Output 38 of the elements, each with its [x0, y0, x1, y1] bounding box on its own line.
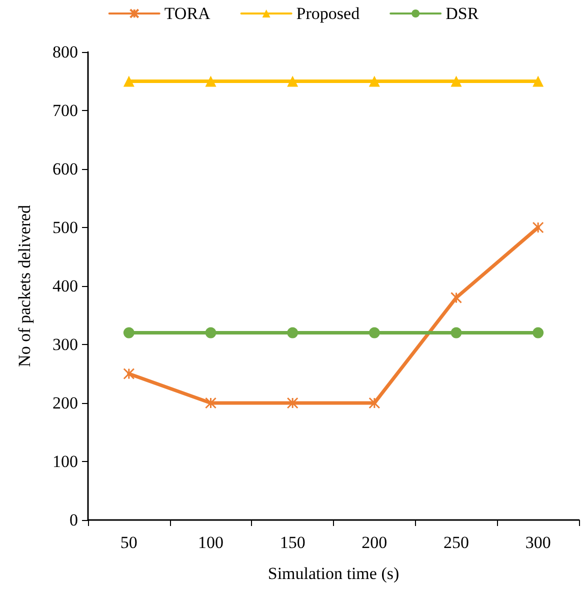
x-tick-label: 150	[280, 533, 306, 552]
y-tick-label: 800	[52, 42, 78, 62]
point	[123, 368, 135, 380]
x-tick-label: 250	[444, 533, 469, 552]
x-axis-title: Simulation time (s)	[268, 564, 400, 583]
point	[205, 327, 216, 338]
point	[123, 327, 134, 338]
point	[450, 327, 462, 338]
x-tick-label: 200	[362, 533, 388, 552]
point	[205, 76, 216, 87]
point	[532, 327, 544, 338]
legend-label: DSR	[446, 4, 480, 23]
legend-label: TORA	[164, 4, 212, 23]
point	[123, 76, 134, 87]
y-tick-label: 200	[52, 394, 78, 412]
y-axis-title: No of packets delivered	[15, 204, 34, 367]
point	[368, 327, 380, 338]
point	[450, 292, 462, 304]
x-tick-label: 50	[120, 533, 138, 552]
point	[287, 76, 298, 87]
point	[368, 397, 380, 409]
point	[205, 397, 216, 409]
legend-label: Proposed	[296, 4, 360, 23]
point	[368, 76, 380, 87]
y-tick-label: 600	[52, 160, 78, 178]
point	[286, 397, 298, 409]
x-tick-label: 300	[525, 533, 551, 552]
y-tick-label: 700	[52, 101, 78, 120]
x-tick-label: 100	[198, 533, 224, 552]
y-tick-label: 400	[52, 276, 78, 296]
point	[532, 222, 544, 234]
y-tick-label: 300	[52, 335, 78, 354]
point	[450, 76, 462, 87]
point	[287, 327, 298, 338]
y-tick-label: 100	[52, 452, 78, 471]
point	[532, 76, 544, 87]
y-tick-label: 500	[52, 218, 78, 237]
y-tick-label: 0	[70, 510, 78, 530]
